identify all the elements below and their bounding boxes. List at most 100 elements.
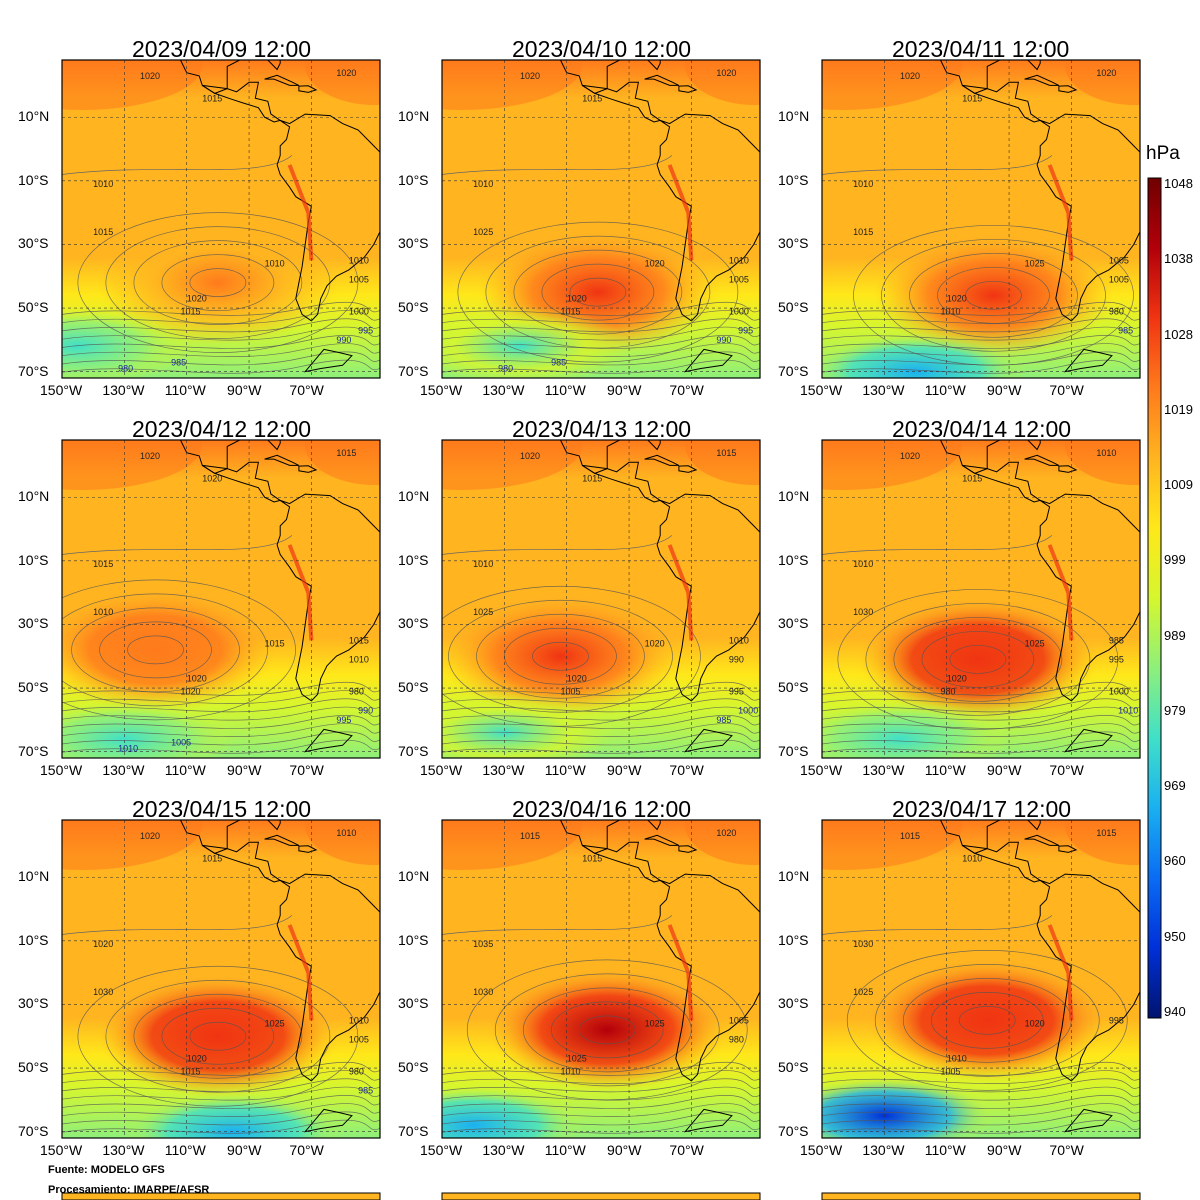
x-tick-label: 90°W [987,1142,1022,1158]
contour-label: 1020 [187,294,207,304]
contour-label: 1015 [265,639,285,649]
isobar [822,1103,1140,1118]
isobar [822,334,1140,349]
y-tick-label: 70°S [778,742,809,759]
contour-label: 1000 [729,306,749,316]
contour-label: 1020 [947,674,967,684]
x-tick-label: 150°W [40,762,83,778]
coastline [1058,845,1078,853]
contour-label: 1015 [180,306,200,316]
isobar [442,706,760,721]
y-tick-label: 10°S [398,551,429,568]
contour-label: 985 [1118,325,1133,335]
contour-label: 995 [738,325,753,335]
contour-label: 1010 [349,256,369,266]
low-pressure-center [822,698,1010,758]
contour-label: 1010 [962,853,982,863]
isobar [442,334,760,349]
coastline [1058,85,1078,93]
coastline [678,465,698,473]
isobar [822,1111,1140,1126]
contour-label: 1010 [1096,448,1116,458]
y-tick-label: 30°S [18,615,49,632]
isobar [62,334,380,349]
isobar [965,280,1022,310]
isobar [822,359,1140,374]
contour-label: 1015 [582,473,602,483]
y-tick-label: 30°S [398,615,429,632]
contour-label: 1015 [202,93,222,103]
colorbar-tick-label: 950 [1164,928,1186,944]
isobar [62,690,380,705]
x-tick-label: 130°W [862,762,905,778]
coastline [62,60,281,94]
isobar [865,603,1091,716]
y-tick-label: 30°S [778,615,809,632]
colorbar-tick-label: 969 [1164,778,1186,794]
isobar [949,645,1007,674]
contour-label: 1020 [900,71,920,81]
isobar [442,1070,760,1085]
coastline [298,845,318,853]
coastline [644,834,680,846]
panel-title: 2023/04/14 12:00 [892,416,1072,442]
contour-label: 1010 [940,306,960,316]
isobar [62,706,380,721]
coastline [678,845,698,853]
coastline [442,820,661,854]
partial-map-panel [821,1192,1141,1200]
low-pressure-center [62,306,188,378]
coastline [644,74,680,86]
x-tick-label: 70°W [289,762,324,778]
coastline [656,493,760,702]
contour-label: 1015 [520,831,540,841]
isobar [127,635,184,665]
contour-label: 1010 [93,179,113,189]
panel-title: 2023/04/09 12:00 [132,36,312,62]
contour-label: 1020 [187,1054,207,1064]
x-tick-label: 70°W [669,382,704,398]
contour-label: 1030 [853,607,873,617]
contour-label: 1025 [645,1019,665,1029]
y-tick-label: 10°N [778,108,810,125]
coastline [264,74,300,86]
high-pressure-center [442,594,681,719]
contour-label: 1010 [853,559,873,569]
isobar [578,1015,636,1045]
coastline [656,873,760,1082]
contour-label: 1005 [729,275,749,285]
y-tick-label: 10°S [778,551,809,568]
panel-title: 2023/04/12 12:00 [132,416,312,442]
coastline [1024,74,1060,86]
panel-title: 2023/04/13 12:00 [512,416,692,442]
x-tick-label: 110°W [924,1142,966,1158]
coastline [1063,348,1113,373]
contour-label: 1010 [947,1054,967,1064]
y-tick-label: 10°N [18,868,50,885]
isobar [105,979,331,1093]
contour-label: 1015 [93,227,113,237]
isobar [822,698,1140,713]
x-tick-label: 110°W [164,1142,206,1158]
contour-label: 1030 [93,987,113,997]
contour-label: 995 [1109,1016,1124,1026]
y-tick-label: 50°S [778,299,809,316]
contour-label: 1005 [1109,275,1129,285]
contour-label: 1005 [349,1035,369,1045]
contour-label: 1000 [1109,686,1129,696]
contour-label: 980 [1109,306,1124,316]
y-tick-label: 30°S [778,235,809,252]
isobar [442,359,760,374]
contour-label: 1020 [202,473,222,483]
contour-label: 1020 [645,259,665,269]
isobar [822,1094,1140,1109]
contour-label: 990 [358,705,373,715]
isobar [189,1021,247,1051]
contour-label: 1010 [473,559,493,569]
isobar [822,714,1140,729]
contour-label: 1010 [560,1066,580,1076]
y-tick-label: 10°S [18,171,49,188]
contour-label: 1025 [1025,639,1045,649]
coastline [1024,454,1060,466]
